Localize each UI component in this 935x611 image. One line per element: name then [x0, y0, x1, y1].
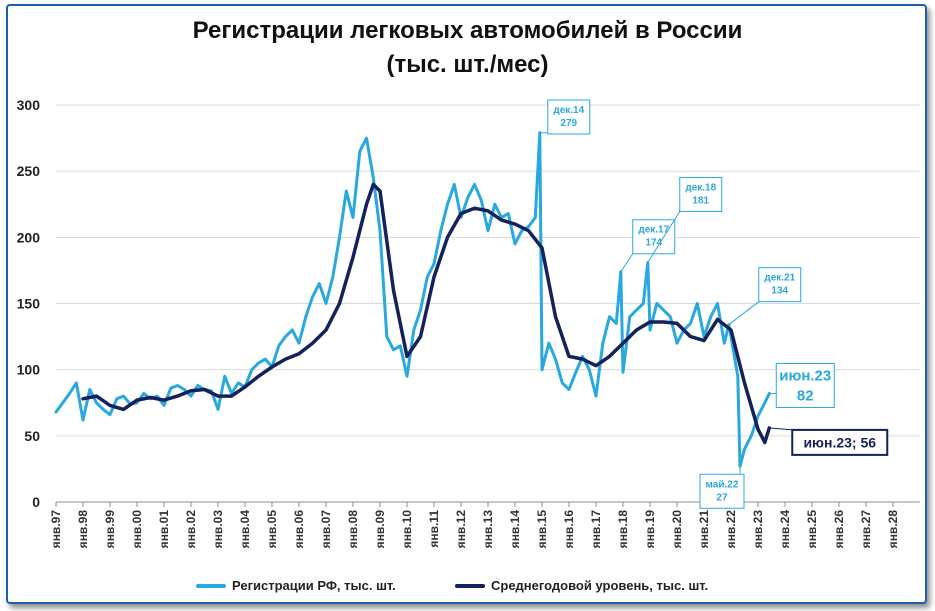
callout-дек-17: дек.17 174	[620, 219, 676, 273]
callout-text: дек.21	[764, 273, 795, 284]
chart-title: Регистрации легковых автомобилей в Росси…	[0, 14, 935, 82]
x-tick-label: янв.24	[778, 510, 792, 549]
series-line-registrations	[54, 131, 771, 468]
callout-май-22: май.22 27	[699, 466, 745, 509]
x-tick-label: янв.23	[751, 510, 765, 549]
x-tick-label: янв.04	[238, 510, 252, 549]
callout-text: дек.14	[553, 105, 584, 116]
x-tick-label: янв.22	[724, 510, 738, 549]
callout-text: июн.23; 56	[803, 434, 876, 450]
x-tick-label: янв.14	[508, 510, 522, 549]
callout-value: 174	[645, 238, 662, 249]
x-tick-label: янв.01	[157, 510, 171, 549]
y-tick-label: 300	[17, 97, 41, 113]
legend-swatch-annual-average	[455, 583, 485, 588]
x-tick-label: янв.02	[184, 510, 198, 549]
callout-text: дек.18	[685, 182, 716, 193]
y-tick-label: 50	[24, 428, 40, 444]
x-tick-label: янв.25	[805, 510, 819, 549]
callout-leader	[728, 301, 760, 326]
callout-дек-18: дек.18 181	[647, 176, 723, 263]
legend-label-registrations: Регистрации РФ, тыс. шт.	[232, 578, 396, 593]
callout-июн-23: июн.23 82	[769, 362, 835, 408]
x-tick-label: янв.21	[697, 510, 711, 549]
callout-box	[775, 362, 835, 408]
callout-leader	[620, 253, 634, 273]
callout-дек-14: дек.14 279	[539, 99, 591, 135]
x-tick-label: янв.08	[346, 510, 360, 549]
callout-box	[791, 428, 889, 456]
callout-value: 279	[560, 118, 577, 129]
y-tick-label: 200	[17, 229, 41, 245]
legend-label-annual-average: Среднегодовой уровень, тыс. шт.	[491, 578, 709, 593]
x-tick-label: янв.16	[562, 510, 576, 549]
x-tick-label: янв.97	[49, 510, 63, 549]
x-tick-label: янв.28	[886, 510, 900, 549]
y-tick-label: 100	[17, 362, 41, 378]
x-tick-label: янв.03	[211, 510, 225, 549]
x-tick-label: янв.18	[616, 510, 630, 549]
x-tick-label: янв.06	[292, 510, 306, 549]
legend-swatch-registrations	[196, 583, 226, 588]
y-tick-label: 250	[17, 163, 41, 179]
x-tick-label: янв.07	[319, 510, 333, 549]
callout-box	[679, 176, 723, 212]
callout-value: 134	[771, 286, 788, 297]
x-tick-label: янв.99	[103, 510, 117, 549]
legend-item-registrations: Регистрации РФ, тыс. шт.	[196, 578, 396, 593]
x-tick-label: янв.05	[265, 510, 279, 549]
y-tick-label: 0	[32, 494, 40, 510]
callout-value: 82	[797, 387, 814, 404]
callout-leader	[647, 211, 681, 263]
y-tick-label: 150	[17, 296, 41, 312]
callout-value: 181	[692, 195, 709, 206]
callout-leader	[769, 427, 793, 431]
x-tick-label: янв.20	[670, 510, 684, 549]
callout-дек-21: дек.21 134	[728, 267, 802, 326]
callout-text: июн.23	[779, 367, 831, 384]
x-tick-label: янв.17	[589, 510, 603, 549]
chart-title-line2: (тыс. шт./мес)	[386, 51, 549, 78]
x-tick-label: янв.19	[643, 510, 657, 549]
chart-title-line1: Регистрации легковых автомобилей в Росси…	[192, 17, 743, 44]
x-tick-label: янв.26	[832, 510, 846, 549]
callout-июн-23-56: июн.23; 56	[769, 427, 889, 456]
callout-box	[699, 473, 745, 509]
callout-box	[758, 267, 802, 303]
x-tick-label: янв.98	[76, 510, 90, 549]
x-tick-label: янв.10	[400, 510, 414, 549]
x-tick-label: янв.09	[373, 510, 387, 549]
callout-text: май.22	[706, 479, 739, 490]
x-tick-label: янв.11	[427, 510, 441, 548]
x-tick-label: янв.27	[859, 510, 873, 549]
legend-item-annual-average: Среднегодовой уровень, тыс. шт.	[455, 578, 708, 593]
x-tick-label: янв.15	[535, 510, 549, 549]
x-tick-label: янв.00	[130, 510, 144, 549]
callout-box	[547, 99, 591, 135]
x-tick-label: янв.13	[481, 510, 495, 549]
series-line-annual-average	[81, 182, 772, 445]
callout-text: дек.17	[638, 225, 669, 236]
callout-value: 27	[716, 492, 728, 503]
callout-box	[632, 219, 676, 255]
x-tick-label: янв.12	[454, 510, 468, 549]
